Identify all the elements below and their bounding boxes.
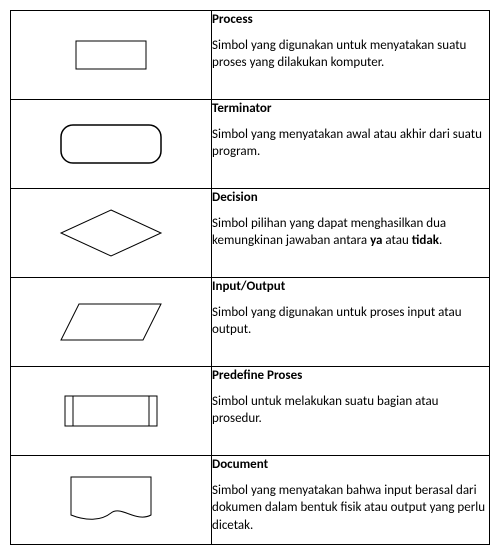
symbol-cell-terminator	[11, 100, 212, 189]
desc-cell-document: Document Simbol yang menyatakan bahwa in…	[212, 456, 490, 545]
symbol-cell-process	[11, 11, 212, 100]
row-desc: Simbol yang digunakan untuk menyatakan s…	[212, 37, 489, 72]
desc-cell-io: Input/Output Simbol yang digunakan untuk…	[212, 278, 490, 367]
symbol-cell-predefined	[11, 367, 212, 456]
process-icon	[11, 11, 211, 99]
desc-cell-decision: Decision Simbol pilihan yang dapat mengh…	[212, 189, 490, 278]
row-title: Document	[212, 456, 489, 474]
table-row: Predefine Proses Simbol untuk melakukan …	[11, 367, 490, 456]
row-title: Process	[212, 11, 489, 29]
row-title: Terminator	[212, 100, 489, 118]
flowchart-symbol-table: Process Simbol yang digunakan untuk meny…	[10, 10, 490, 545]
row-desc: Simbol yang menyatakan bahwa input beras…	[212, 482, 489, 535]
row-desc: Simbol yang menyatakan awal atau akhir d…	[212, 126, 489, 161]
io-icon	[11, 278, 211, 366]
desc-cell-predefined: Predefine Proses Simbol untuk melakukan …	[212, 367, 490, 456]
row-title: Predefine Proses	[212, 367, 489, 385]
table-row: Input/Output Simbol yang digunakan untuk…	[11, 278, 490, 367]
table-row: Document Simbol yang menyatakan bahwa in…	[11, 456, 490, 545]
desc-cell-terminator: Terminator Simbol yang menyatakan awal a…	[212, 100, 490, 189]
row-desc: Simbol untuk melakukan suatu bagian atau…	[212, 393, 489, 428]
terminator-icon	[11, 100, 211, 188]
document-icon	[11, 456, 211, 544]
symbol-cell-document	[11, 456, 212, 545]
row-desc: Simbol yang digunakan untuk proses input…	[212, 304, 489, 339]
symbol-cell-io	[11, 278, 212, 367]
row-title: Input/Output	[212, 278, 489, 296]
table-row: Process Simbol yang digunakan untuk meny…	[11, 11, 490, 100]
predefined-process-icon	[11, 367, 211, 455]
desc-cell-process: Process Simbol yang digunakan untuk meny…	[212, 11, 490, 100]
table-row: Terminator Simbol yang menyatakan awal a…	[11, 100, 490, 189]
symbol-cell-decision	[11, 189, 212, 278]
decision-icon	[11, 189, 211, 277]
table-body: Process Simbol yang digunakan untuk meny…	[11, 11, 490, 545]
row-desc: Simbol pilihan yang dapat menghasilkan d…	[212, 215, 489, 250]
row-title: Decision	[212, 189, 489, 207]
table-row: Decision Simbol pilihan yang dapat mengh…	[11, 189, 490, 278]
